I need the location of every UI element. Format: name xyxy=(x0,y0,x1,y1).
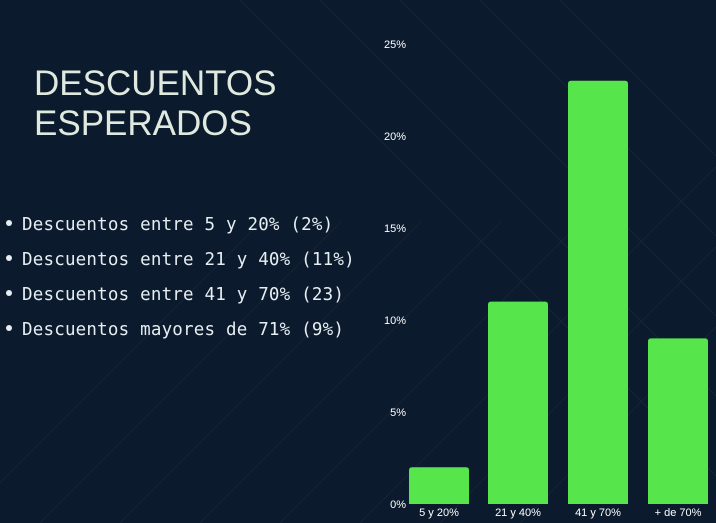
bullet-text: Descuentos entre 5 y 20% (2%) xyxy=(22,215,334,235)
y-tick-label: 5% xyxy=(390,407,406,419)
bullet-dot-icon xyxy=(6,325,12,331)
bullet-dot-icon xyxy=(6,290,12,296)
bullet-item: Descuentos mayores de 71% (9%) xyxy=(6,313,355,348)
bar xyxy=(409,467,469,504)
bar-chart: 0% 5% 10% 15% 20% 25% 5 y 20% 21 y 40% 41 y 70% +… xyxy=(384,39,708,519)
slide-title: DESCUENTOS ESPERADOS xyxy=(34,64,276,144)
y-tick-label: 25% xyxy=(384,39,406,51)
bullet-text: Descuentos entre 21 y 40% (11%) xyxy=(22,250,355,270)
bullet-item: Descuentos entre 41 y 70% (23) xyxy=(6,278,355,313)
y-tick-label: 20% xyxy=(384,131,406,143)
bullet-item: Descuentos entre 21 y 40% (11%) xyxy=(6,243,355,278)
bar xyxy=(648,338,708,504)
title-line-1: DESCUENTOS xyxy=(34,64,277,103)
x-tick-label: 21 y 40% xyxy=(495,507,541,519)
x-tick-label: + de 70% xyxy=(655,507,702,519)
bar xyxy=(568,80,628,505)
title-line-2: ESPERADOS xyxy=(34,104,252,143)
y-tick-label: 10% xyxy=(384,315,406,327)
bullet-item: Descuentos entre 5 y 20% (2%) xyxy=(6,208,355,243)
bullet-list: Descuentos entre 5 y 20% (2%) Descuentos… xyxy=(6,208,355,348)
bullet-text: Descuentos entre 41 y 70% (23) xyxy=(22,285,345,305)
bar xyxy=(488,301,548,504)
y-tick-label: 15% xyxy=(384,223,406,235)
bullet-dot-icon xyxy=(6,220,12,226)
x-tick-label: 5 y 20% xyxy=(419,507,459,519)
bullet-text: Descuentos mayores de 71% (9%) xyxy=(22,320,345,340)
x-tick-label: 41 y 70% xyxy=(575,507,621,519)
y-tick-label: 0% xyxy=(390,499,406,511)
bullet-dot-icon xyxy=(6,255,12,261)
